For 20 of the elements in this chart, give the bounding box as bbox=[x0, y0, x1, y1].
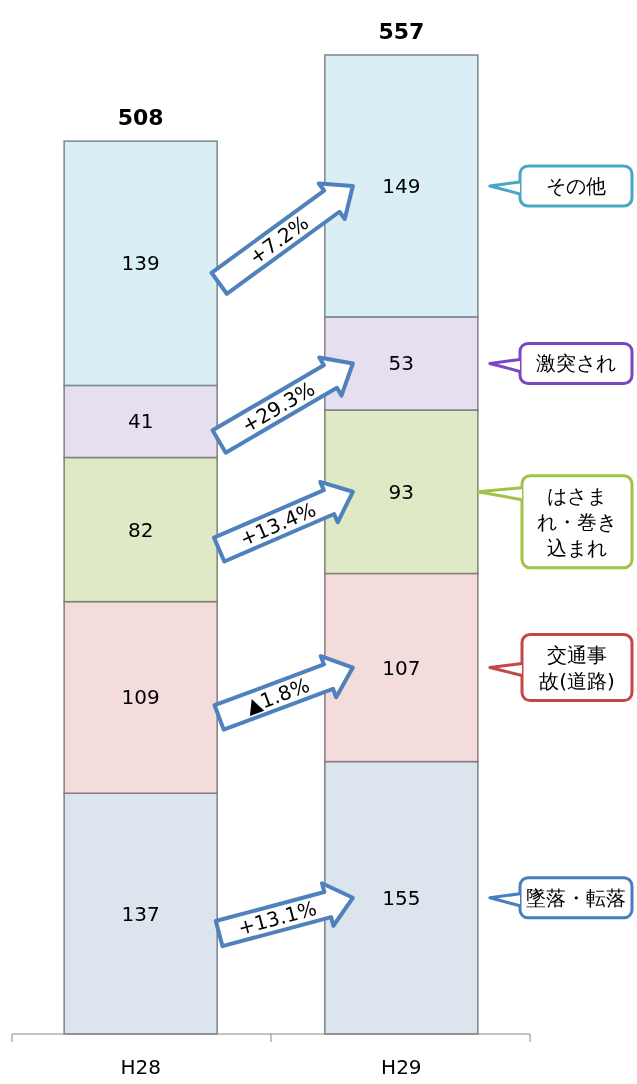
data-label: 109 bbox=[121, 685, 160, 710]
text: 激突され bbox=[536, 351, 616, 376]
x-tick-label: H29 bbox=[381, 1055, 422, 1079]
data-label: 53 bbox=[388, 351, 415, 376]
data-label: 41 bbox=[127, 409, 154, 434]
data-label: 149 bbox=[382, 173, 421, 198]
text: 交通事故(道路) bbox=[539, 642, 615, 693]
data-label: 139 bbox=[121, 251, 160, 276]
text: はさまれ・巻き込まれ bbox=[537, 483, 617, 560]
x-tick-label: H28 bbox=[120, 1055, 161, 1079]
data-label: 82 bbox=[127, 517, 154, 542]
annotation: +13.1% bbox=[235, 896, 320, 941]
text: 墜落・転落 bbox=[526, 885, 626, 910]
total-label: 508 bbox=[117, 105, 164, 131]
data-label: 137 bbox=[121, 901, 160, 926]
data-label: 107 bbox=[382, 655, 421, 680]
data-label: 93 bbox=[388, 479, 415, 504]
total-label: 557 bbox=[378, 19, 425, 44]
data-label: 155 bbox=[382, 885, 421, 910]
text: その他 bbox=[546, 173, 606, 198]
